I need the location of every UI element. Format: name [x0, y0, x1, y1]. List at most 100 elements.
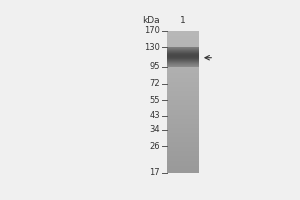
Bar: [167, 39, 199, 40]
Bar: [167, 159, 199, 160]
Bar: [167, 66, 199, 67]
Text: 26: 26: [149, 142, 160, 151]
Bar: [167, 141, 199, 142]
Bar: [167, 45, 199, 46]
Bar: [167, 95, 199, 96]
Bar: [167, 163, 199, 164]
Bar: [167, 35, 199, 36]
Bar: [167, 151, 199, 152]
Text: 170: 170: [144, 26, 160, 35]
Bar: [167, 32, 199, 33]
Bar: [167, 167, 199, 168]
Bar: [167, 162, 199, 163]
Bar: [167, 58, 199, 59]
Bar: [167, 147, 199, 148]
Bar: [167, 134, 199, 135]
Bar: [167, 125, 199, 126]
Bar: [167, 71, 199, 72]
Bar: [167, 49, 199, 50]
Bar: [167, 113, 199, 114]
Bar: [167, 60, 199, 61]
Bar: [167, 165, 199, 166]
Bar: [167, 81, 199, 82]
Bar: [167, 62, 199, 63]
Bar: [167, 115, 199, 116]
Bar: [167, 65, 199, 66]
Bar: [167, 121, 199, 122]
Bar: [167, 111, 199, 112]
Bar: [167, 87, 199, 88]
Bar: [167, 92, 199, 93]
Text: 34: 34: [149, 125, 160, 134]
Bar: [167, 91, 199, 92]
Bar: [167, 76, 199, 77]
Bar: [167, 127, 199, 128]
Bar: [167, 169, 199, 170]
Bar: [167, 123, 199, 124]
Bar: [167, 110, 199, 111]
Bar: [167, 72, 199, 73]
Bar: [167, 34, 199, 35]
Bar: [167, 78, 199, 79]
Bar: [167, 148, 199, 149]
Bar: [167, 144, 199, 145]
Bar: [167, 48, 199, 49]
Bar: [167, 69, 199, 70]
Bar: [167, 61, 199, 62]
Bar: [167, 61, 199, 62]
Bar: [167, 57, 199, 58]
Bar: [167, 59, 199, 60]
Bar: [167, 99, 199, 100]
Bar: [167, 139, 199, 140]
Bar: [167, 153, 199, 154]
Bar: [167, 55, 199, 56]
Bar: [167, 168, 199, 169]
Bar: [167, 38, 199, 39]
Bar: [167, 55, 199, 56]
Bar: [167, 48, 199, 49]
Bar: [167, 164, 199, 165]
Bar: [167, 122, 199, 123]
Bar: [167, 33, 199, 34]
Bar: [167, 142, 199, 143]
Bar: [167, 52, 199, 53]
Bar: [167, 170, 199, 171]
Bar: [167, 156, 199, 157]
Bar: [167, 152, 199, 153]
Bar: [167, 131, 199, 132]
Bar: [167, 157, 199, 158]
Bar: [167, 36, 199, 37]
Bar: [167, 140, 199, 141]
Bar: [167, 145, 199, 146]
Bar: [167, 102, 199, 103]
Bar: [167, 50, 199, 51]
Bar: [167, 98, 199, 99]
Bar: [167, 80, 199, 81]
Bar: [167, 155, 199, 156]
Bar: [167, 137, 199, 138]
Bar: [167, 106, 199, 107]
Bar: [167, 54, 199, 55]
Bar: [167, 160, 199, 161]
Bar: [167, 118, 199, 119]
Bar: [167, 53, 199, 54]
Bar: [167, 138, 199, 139]
Bar: [167, 41, 199, 42]
Text: 130: 130: [144, 43, 160, 52]
Bar: [167, 114, 199, 115]
Bar: [167, 75, 199, 76]
Bar: [167, 56, 199, 57]
Bar: [167, 90, 199, 91]
Bar: [167, 126, 199, 127]
Bar: [167, 52, 199, 53]
Bar: [167, 172, 199, 173]
Bar: [167, 96, 199, 97]
Bar: [167, 94, 199, 95]
Bar: [167, 112, 199, 113]
Bar: [167, 56, 199, 57]
Bar: [167, 85, 199, 86]
Bar: [167, 51, 199, 52]
Bar: [167, 143, 199, 144]
Bar: [167, 42, 199, 43]
Bar: [167, 166, 199, 167]
